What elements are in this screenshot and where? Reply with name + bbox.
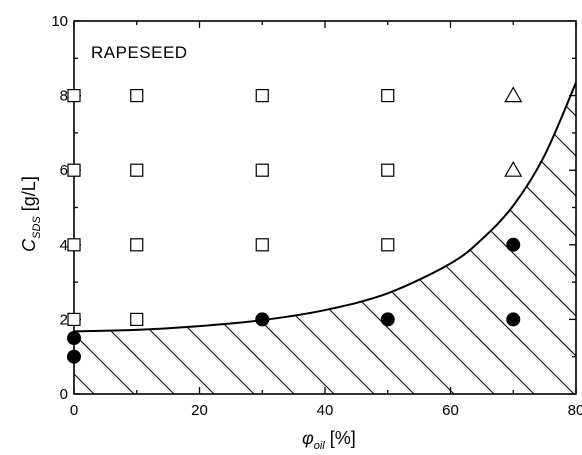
open-square-marker [67, 88, 81, 103]
x-tick-label: 80 [568, 402, 582, 419]
hatch-line [560, 82, 576, 394]
open-square-marker [255, 238, 269, 252]
y-tick-label: 10 [51, 13, 68, 30]
hatch-line [0, 21, 14, 394]
y-tick-label: 2 [60, 311, 68, 328]
open-square-marker [130, 88, 144, 103]
y-tick-label: 6 [60, 162, 68, 179]
open-square-marker [255, 163, 269, 177]
open-square-marker [130, 163, 144, 177]
y-axis-label: CSDS [g/L] [19, 176, 43, 252]
data-markers [67, 86, 523, 364]
open-square-marker [67, 163, 81, 177]
hatch-line [200, 82, 575, 394]
hatched-region [0, 21, 576, 394]
x-axis-subscript: oil [314, 440, 326, 452]
open-square-marker [255, 88, 269, 103]
filled-circle-marker [67, 349, 81, 364]
filled-circle-marker [506, 312, 521, 327]
hatch-line [74, 82, 375, 394]
filled-circle-marker [380, 312, 395, 327]
x-tick-label: 40 [317, 402, 334, 419]
hatch-line [160, 82, 535, 394]
open-square-marker [67, 312, 81, 326]
hatch-line [360, 82, 576, 394]
filled-circle-marker [67, 331, 81, 346]
hatch-line [74, 82, 255, 394]
hatch-line [74, 82, 415, 394]
x-tick-label: 20 [191, 402, 208, 419]
y-axis-symbol: C [19, 238, 39, 252]
x-axis-label: φoil [%] [302, 428, 356, 452]
axis-ticks [73, 20, 577, 395]
y-tick-label: 4 [60, 237, 68, 254]
open-square-marker [67, 238, 81, 252]
hatch-line [400, 82, 576, 394]
hatch-line [320, 82, 576, 394]
x-axis-unit: [%] [325, 428, 356, 448]
hatch-line [240, 82, 576, 394]
tick-labels: 0 20 40 60 80 0 2 4 6 8 10 [51, 13, 582, 419]
hatch-line [74, 82, 215, 394]
filled-circle-marker [506, 237, 521, 252]
x-tick-label: 60 [442, 402, 459, 419]
open-square-marker [381, 163, 395, 177]
open-square-marker [381, 88, 395, 103]
open-square-marker [381, 238, 395, 252]
hatch-line [74, 82, 175, 394]
boundary-curve [74, 82, 576, 333]
open-square-marker [130, 312, 144, 326]
y-tick-label: 8 [60, 88, 68, 105]
y-tick-label: 0 [60, 386, 68, 403]
hatch-line [120, 82, 495, 394]
hatch-line [74, 82, 335, 394]
x-tick-label: 0 [70, 402, 78, 419]
hatch-line [80, 82, 455, 394]
filled-circle-marker [255, 312, 270, 327]
hatch-line [480, 82, 576, 394]
open-triangle-marker [504, 160, 523, 177]
x-axis-symbol: φ [302, 428, 314, 448]
open-triangle-marker [504, 86, 523, 103]
open-square-marker [130, 238, 144, 252]
hatch-line [74, 82, 295, 394]
y-axis-unit: [g/L] [19, 176, 39, 216]
chart-annotation: RAPESEED [91, 43, 188, 62]
plot-frame [73, 20, 577, 395]
hatch-line [280, 82, 576, 394]
y-axis-subscript: SDS [31, 216, 43, 239]
